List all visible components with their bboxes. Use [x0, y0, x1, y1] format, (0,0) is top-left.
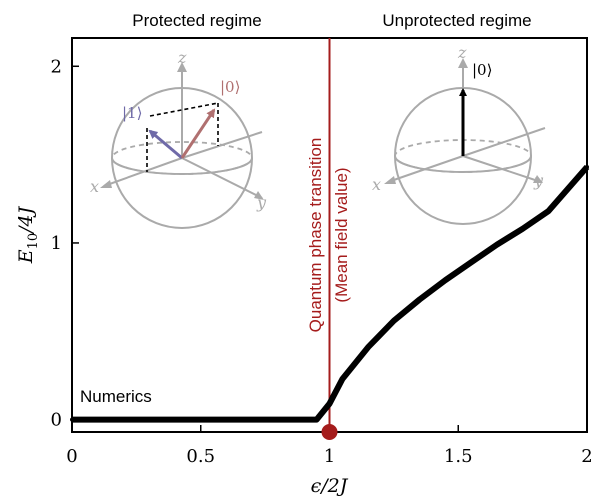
axis-x-label: x	[90, 177, 99, 196]
bloch-equator-front	[394, 155, 532, 173]
bloch-sphere-protected: z x y |1⟩ |0⟩	[90, 48, 267, 229]
series-point	[585, 164, 589, 169]
axis-y-label: y	[256, 193, 267, 212]
transition-marker	[321, 424, 338, 440]
axis-z-label: z	[457, 43, 467, 62]
series-points	[70, 164, 589, 422]
x-axis-line	[387, 155, 464, 183]
series-point	[314, 417, 319, 422]
ket-zero-label: |0⟩	[472, 61, 492, 79]
axis-y-label: y	[533, 171, 544, 190]
y-axis-arrowhead	[533, 175, 543, 183]
y-tick-label: 0	[51, 410, 62, 431]
y-tick-label: 2	[51, 56, 62, 77]
series-point	[340, 376, 345, 381]
state-zero-arrow	[180, 108, 216, 159]
series-point	[469, 260, 474, 265]
x-tick-label: 1.5	[444, 446, 473, 467]
y-axis-label: E10/4J	[15, 205, 41, 264]
y-axis-back-line	[462, 127, 546, 157]
series-point	[494, 242, 499, 247]
y-axis-line	[462, 155, 542, 183]
regime-left-label: Protected regime	[132, 11, 261, 30]
x-axis-line	[103, 157, 183, 187]
series-point	[70, 417, 74, 422]
series-point	[391, 318, 396, 323]
bloch-equator-front	[111, 157, 253, 175]
series-name-label: Numerics	[80, 387, 152, 406]
transition-label-line2: (Mean field value)	[332, 167, 351, 302]
y-tick-label: 1	[51, 233, 62, 254]
series-point	[520, 226, 525, 231]
x-axis-arrowhead	[100, 180, 112, 188]
projection-dashed-top	[149, 102, 219, 117]
series-point	[366, 345, 371, 350]
x-tick-label: 0	[66, 446, 77, 467]
series-point	[546, 209, 551, 214]
series-point	[327, 401, 332, 406]
z-axis-arrowhead	[177, 62, 187, 72]
x-axis-label: ϵ/2J	[311, 475, 349, 497]
z-axis-arrowhead	[458, 58, 468, 68]
series-point	[417, 297, 422, 302]
transition-label-line1: Quantum phase transition	[306, 138, 325, 333]
x-tick-label: 0.5	[186, 446, 215, 467]
x-tick-label: 2	[581, 446, 592, 467]
series-point	[443, 278, 448, 283]
y-axis-line	[181, 157, 263, 199]
state-one-arrow	[148, 129, 183, 160]
axis-x-label: x	[372, 175, 381, 194]
bloch-sphere-unprotected: z x y |0⟩	[372, 43, 546, 225]
axis-z-label: z	[177, 48, 187, 67]
regime-right-label: Unprotected regime	[382, 11, 531, 30]
ket-zero-label: |0⟩	[220, 78, 240, 96]
x-axis-arrowhead	[384, 176, 396, 184]
axis-ticks: 0 0.5 1 1.5 2 0 1 2	[51, 56, 593, 467]
y-axis-arrowhead	[254, 191, 264, 200]
y-axis-back-line	[181, 131, 263, 159]
x-tick-label: 1	[324, 446, 335, 467]
ket-one-label: |1⟩	[122, 104, 142, 122]
